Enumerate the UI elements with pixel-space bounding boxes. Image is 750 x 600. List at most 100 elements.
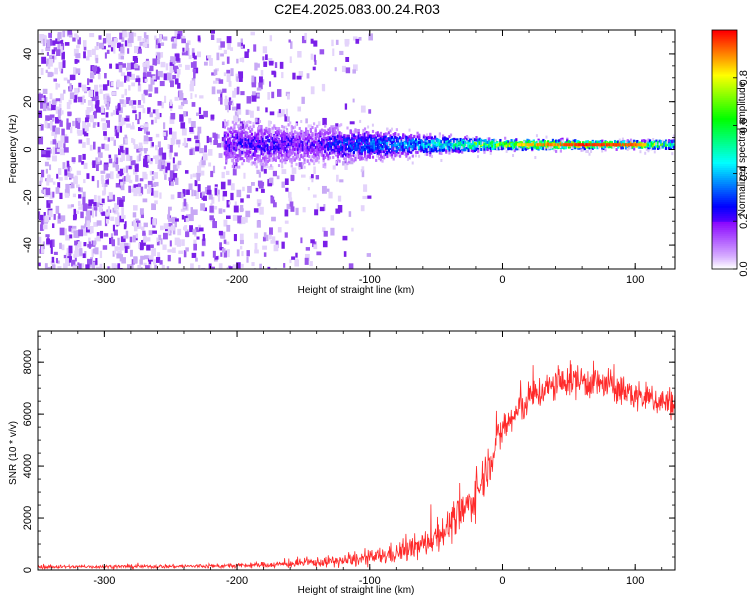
heatmap-ridge-cell xyxy=(443,146,446,150)
heatmap-ridge-cell xyxy=(561,137,564,141)
heatmap-noise-cell xyxy=(63,254,67,259)
heatmap-noise-cell xyxy=(93,240,97,246)
heatmap-noise-cell xyxy=(287,93,290,100)
heatmap-noise-cell xyxy=(263,232,267,238)
heatmap-ridge-cell xyxy=(252,141,255,145)
heatmap-ridge-cell xyxy=(379,135,383,139)
heatmap-noise-cell xyxy=(113,46,116,54)
heatmap-ridge-cell xyxy=(306,135,309,139)
heatmap-noise-cell xyxy=(95,66,100,74)
heatmap-ridge-cell xyxy=(316,124,319,128)
heatmap-ridge-cell xyxy=(383,150,386,154)
heatmap-ridge-cell xyxy=(383,142,386,146)
heatmap-ridge-cell xyxy=(226,127,230,131)
heatmap-noise-cell xyxy=(65,258,69,266)
heatmap-noise-cell xyxy=(219,247,224,251)
heatmap-ridge-cell xyxy=(400,143,403,147)
heatmap-ridge-cell xyxy=(472,144,475,148)
heatmap-ridge-cell xyxy=(255,136,258,140)
heatmap-noise-cell xyxy=(72,225,77,230)
heatmap-ridge-cell xyxy=(268,158,271,162)
heatmap-noise-cell xyxy=(78,187,83,193)
heatmap-halo-cell xyxy=(481,141,484,145)
heatmap-noise-cell xyxy=(348,157,354,165)
heatmap-noise-cell xyxy=(361,166,365,171)
heatmap-ridge-cell xyxy=(338,146,341,150)
heatmap-ridge-cell xyxy=(373,144,376,148)
heatmap-noise-cell xyxy=(155,44,160,49)
heatmap-ridge-cell xyxy=(389,137,392,141)
heatmap-ridge-cell xyxy=(322,164,325,168)
heatmap-noise-cell xyxy=(352,98,355,103)
heatmap-ridge-cell xyxy=(435,143,438,147)
heatmap-noise-cell xyxy=(274,62,278,69)
heatmap-noise-cell xyxy=(96,180,100,188)
heatmap-noise-cell xyxy=(271,216,276,222)
heatmap-ridge-cell xyxy=(324,150,327,154)
heatmap-ridge-cell xyxy=(242,159,246,163)
heatmap-noise-cell xyxy=(44,215,50,223)
heatmap-noise-cell xyxy=(133,45,138,54)
heatmap-noise-cell xyxy=(223,219,228,227)
heatmap-ridge-cell xyxy=(443,137,446,141)
heatmap-noise-cell xyxy=(42,224,48,230)
heatmap-noise-cell xyxy=(138,193,142,197)
heatmap-ridge-cell xyxy=(292,158,295,162)
heatmap-ridge-cell xyxy=(281,133,284,137)
heatmap-noise-cell xyxy=(181,38,186,44)
heatmap-ridge-cell xyxy=(252,124,255,128)
heatmap-noise-cell xyxy=(91,97,97,102)
heatmap-halo-cell xyxy=(612,145,615,149)
heatmap-noise-cell xyxy=(74,210,80,215)
heatmap-ridge-cell xyxy=(250,132,254,136)
heatmap-halo-cell xyxy=(489,151,492,155)
heatmap-noise-cell xyxy=(116,42,121,48)
heatmap-ridge-cell xyxy=(239,150,242,154)
heatmap-ridge-cell xyxy=(375,150,378,154)
heatmap-ridge-cell xyxy=(472,149,475,153)
heatmap-ridge-cell xyxy=(223,139,226,143)
heatmap-ridge-cell xyxy=(449,133,453,137)
heatmap-ridge-cell xyxy=(344,146,348,150)
heatmap-ridge-cell xyxy=(292,135,295,139)
heatmap-ridge-cell xyxy=(320,140,324,144)
heatmap-ridge-cell xyxy=(349,153,352,157)
heatmap-ridge-cell xyxy=(320,150,324,154)
heatmap-noise-cell xyxy=(219,242,222,250)
heatmap-noise-cell xyxy=(118,61,123,66)
heatmap-ridge-cell xyxy=(352,140,355,144)
heatmap-noise-cell xyxy=(66,122,71,130)
heatmap-ridge-cell xyxy=(255,154,258,158)
heatmap-noise-cell xyxy=(128,179,133,184)
heatmap-ridge-cell xyxy=(343,138,346,142)
heatmap-ridge-cell xyxy=(405,139,408,143)
heatmap-ridge-cell xyxy=(527,144,531,148)
heatmap-noise-cell xyxy=(177,144,180,148)
heatmap-ridge-cell xyxy=(249,136,252,140)
heatmap-halo-cell xyxy=(416,146,419,150)
heatmap-ridge-cell xyxy=(309,128,312,132)
heatmap-ridge-cell xyxy=(402,151,405,155)
heatmap-ridge-cell xyxy=(384,145,387,149)
heatmap-noise-cell xyxy=(284,209,289,217)
heatmap-noise-cell xyxy=(143,262,147,267)
heatmap-ridge-cell xyxy=(574,146,577,150)
heatmap-noise-cell xyxy=(174,96,179,101)
heatmap-ridge-cell xyxy=(384,138,387,142)
heatmap-ridge-cell xyxy=(354,157,357,161)
heatmap-ridge-cell xyxy=(368,155,371,159)
heatmap-noise-cell xyxy=(96,220,102,226)
heatmap-noise-cell xyxy=(89,33,95,38)
heatmap-noise-cell xyxy=(72,214,77,221)
heatmap-noise-cell xyxy=(136,155,140,162)
heatmap-halo-cell xyxy=(437,146,440,150)
heatmap-noise-cell xyxy=(131,105,134,109)
heatmap-ridge-cell xyxy=(427,145,430,149)
heatmap-ridge-cell xyxy=(265,129,268,133)
heatmap-ridge-cell xyxy=(285,133,289,137)
heatmap-ridge-cell xyxy=(281,143,284,147)
heatmap-noise-cell xyxy=(269,111,275,116)
heatmap-ridge-cell xyxy=(282,133,285,137)
heatmap-ridge-cell xyxy=(429,140,432,144)
heatmap-ridge-cell xyxy=(542,138,545,142)
